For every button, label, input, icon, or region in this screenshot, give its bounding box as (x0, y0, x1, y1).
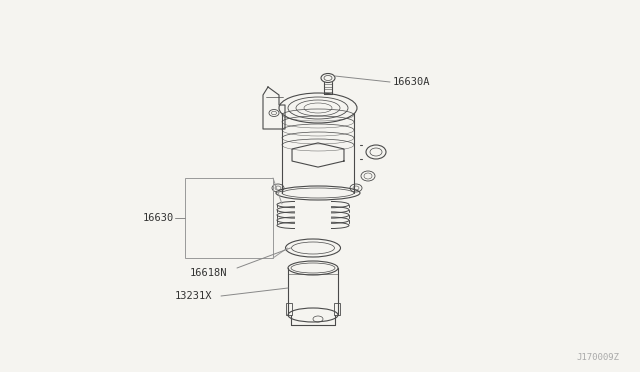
Text: 16630: 16630 (143, 213, 174, 223)
Bar (185, 178, 273, 258)
Text: 16630A: 16630A (393, 77, 431, 87)
Text: 13231X: 13231X (175, 291, 212, 301)
Bar (286, 303, 292, 315)
Bar (334, 303, 340, 315)
Text: 16618N: 16618N (190, 268, 227, 278)
Text: J170009Z: J170009Z (577, 353, 620, 362)
